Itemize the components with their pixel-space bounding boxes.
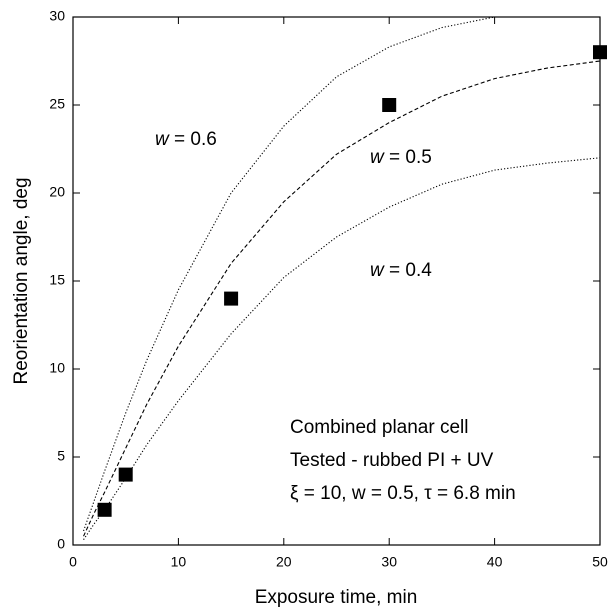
- y-tick-label: 15: [49, 272, 65, 288]
- y-tick-label: 10: [49, 360, 65, 376]
- y-axis-label: Reorientation angle, deg: [11, 177, 32, 384]
- data-point: [97, 502, 112, 517]
- data-point: [224, 291, 239, 306]
- x-tick-label: 30: [381, 554, 397, 570]
- y-tick-label: 0: [57, 536, 65, 552]
- model-curve: [83, 16, 495, 532]
- y-tick-label: 30: [49, 8, 65, 24]
- model-curve: [83, 60, 601, 537]
- x-tick-label: 10: [171, 554, 187, 570]
- data-point: [118, 467, 133, 482]
- annotation: ξ = 10, w = 0.5, τ = 6.8 min: [290, 483, 516, 504]
- curve-label: w = 0.5: [370, 147, 432, 168]
- x-tick-label: 20: [276, 554, 292, 570]
- x-axis-label: Exposure time, min: [255, 587, 418, 608]
- x-tick-label: 40: [487, 554, 503, 570]
- x-tick-label: 0: [69, 554, 77, 570]
- y-tick-label: 5: [57, 448, 65, 464]
- data-point: [593, 45, 607, 60]
- curve-label: w = 0.6: [155, 129, 217, 150]
- annotation: Tested - rubbed PI + UV: [290, 450, 494, 471]
- x-tick-label: 50: [592, 554, 608, 570]
- annotation: Combined planar cell: [290, 417, 469, 438]
- y-tick-label: 25: [49, 96, 65, 112]
- model-curve: [83, 157, 601, 541]
- data-point: [382, 98, 397, 112]
- y-tick-label: 20: [49, 184, 65, 200]
- curve-label: w = 0.4: [370, 260, 432, 281]
